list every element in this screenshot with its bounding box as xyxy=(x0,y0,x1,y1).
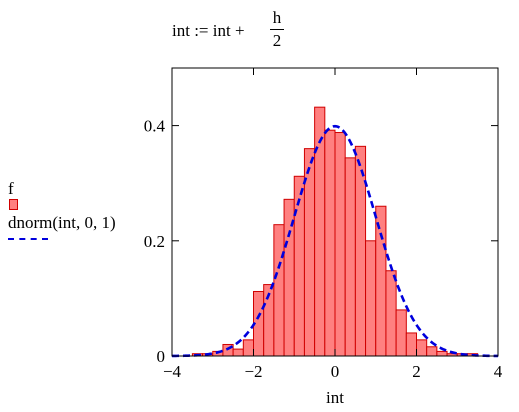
histogram-bar xyxy=(395,309,407,357)
histogram-bar xyxy=(354,145,367,357)
formula-denominator: 2 xyxy=(272,31,282,50)
formula-lhs: int := int + xyxy=(172,21,245,40)
axis-ticks xyxy=(171,68,499,357)
histogram-bar xyxy=(375,205,387,357)
legend: f dnorm(int, 0, 1) xyxy=(8,180,116,240)
legend-swatch-histogram xyxy=(9,199,18,210)
legend-label-f: f xyxy=(8,179,14,198)
histogram-bar xyxy=(365,240,377,357)
histogram-bar xyxy=(273,224,285,357)
histogram-bar xyxy=(314,106,326,357)
x-tick-label: −4 xyxy=(163,362,182,381)
x-axis-label: int xyxy=(326,388,344,407)
fraction-bar xyxy=(270,29,284,30)
histogram-bar xyxy=(344,157,356,357)
histogram-bar xyxy=(436,350,448,357)
histogram-bar xyxy=(242,339,254,357)
histogram-bar xyxy=(405,332,417,357)
formula-numerator: h xyxy=(272,8,282,27)
axis-tick-labels: −4 −2 0 2 4 0 0.2 0.4 xyxy=(144,117,503,381)
histogram-bar xyxy=(426,346,438,357)
x-tick-label: 4 xyxy=(494,362,503,381)
y-tick-label: 0.2 xyxy=(144,232,165,251)
x-tick-label: 0 xyxy=(331,362,340,381)
x-tick-label: 2 xyxy=(412,362,421,381)
histogram-bar xyxy=(324,129,336,357)
normal-density-curve xyxy=(171,124,499,358)
histogram-bar xyxy=(334,132,346,357)
histogram-bar xyxy=(232,348,244,357)
histogram-bar xyxy=(416,339,428,357)
y-tick-label: 0 xyxy=(157,347,166,366)
legend-swatch-dashed-line xyxy=(8,238,48,240)
y-tick-label: 0.4 xyxy=(144,117,166,136)
histogram-bar xyxy=(385,270,397,357)
legend-label-dnorm: dnorm(int, 0, 1) xyxy=(8,213,116,232)
x-tick-label: −2 xyxy=(244,362,262,381)
histogram-bars xyxy=(191,106,479,357)
formula-fraction: h 2 xyxy=(270,8,284,51)
